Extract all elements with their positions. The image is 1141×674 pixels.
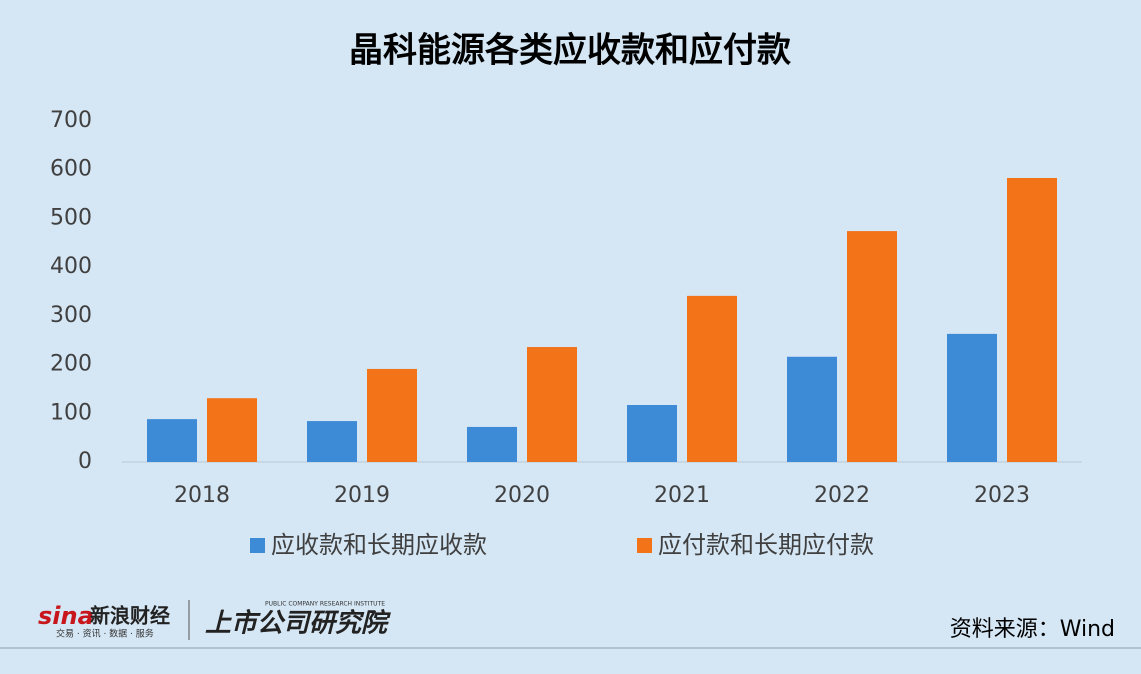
x-tick-label: 2019 xyxy=(334,483,390,508)
legend-swatch xyxy=(250,538,265,553)
brand-tagline: 交易 · 资讯 · 数据 · 服务 xyxy=(56,628,154,640)
bar xyxy=(687,295,737,462)
brand-sina-name: 新浪财经 xyxy=(90,604,170,628)
y-tick-label: 300 xyxy=(50,303,92,328)
legend-label: 应付款和长期应付款 xyxy=(658,531,874,559)
bar xyxy=(207,398,257,462)
source-note: 资料来源：Wind xyxy=(950,617,1115,642)
y-tick-label: 400 xyxy=(50,254,92,279)
bar xyxy=(1007,177,1057,462)
brand-sina: sina xyxy=(38,602,94,630)
x-tick-label: 2018 xyxy=(174,483,230,508)
y-tick-label: 0 xyxy=(78,449,92,474)
bar xyxy=(847,231,897,462)
y-tick-label: 600 xyxy=(50,157,92,182)
legend-swatch xyxy=(637,538,652,553)
y-tick-label: 700 xyxy=(50,108,92,133)
bar xyxy=(947,333,997,462)
y-tick-label: 200 xyxy=(50,352,92,377)
x-tick-label: 2020 xyxy=(494,483,550,508)
brand-institute-en: PUBLIC COMPANY RESEARCH INSTITUTE xyxy=(265,601,385,608)
bar xyxy=(147,419,197,462)
x-tick-label: 2021 xyxy=(654,483,710,508)
bar xyxy=(627,405,677,462)
bar xyxy=(787,356,837,462)
legend-label: 应收款和长期应收款 xyxy=(271,531,487,559)
bar xyxy=(307,421,357,462)
x-tick-label: 2022 xyxy=(814,483,870,508)
y-tick-label: 500 xyxy=(50,205,92,230)
brand-institute: 上市公司研究院 xyxy=(205,609,391,639)
bar xyxy=(467,426,517,462)
y-tick-label: 100 xyxy=(50,400,92,425)
bar xyxy=(527,347,577,462)
chart-title: 晶科能源各类应收款和应付款 xyxy=(349,31,791,71)
bar xyxy=(367,368,417,462)
x-tick-label: 2023 xyxy=(974,483,1030,508)
